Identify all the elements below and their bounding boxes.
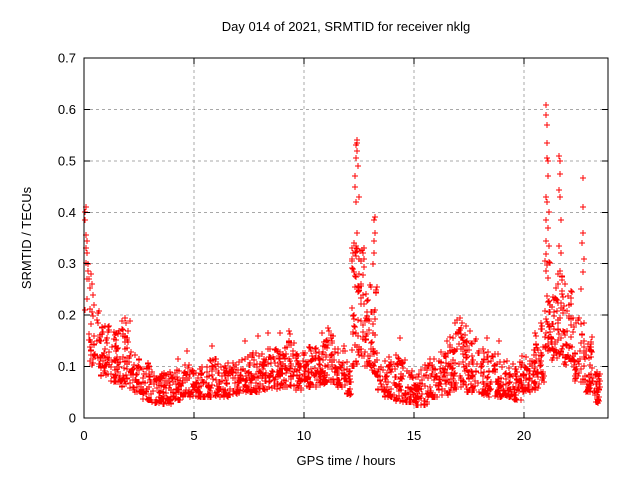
y-tick-label: 0.4 [58, 205, 76, 220]
x-tick-label: 20 [517, 428, 531, 443]
x-axis-label: GPS time / hours [297, 453, 396, 468]
x-tick-label: 0 [80, 428, 87, 443]
y-tick-label: 0.5 [58, 153, 76, 168]
y-tick-label: 0.7 [58, 51, 76, 66]
plus-markers [82, 102, 603, 408]
x-tick-label: 15 [407, 428, 421, 443]
y-tick-label: 0.6 [58, 102, 76, 117]
scatter-points [82, 102, 603, 408]
chart-title: Day 014 of 2021, SRMTID for receiver nkl… [222, 19, 471, 34]
x-tick-label: 5 [190, 428, 197, 443]
tick-labels: 0 5 10 15 20 0 0.1 0.2 0.3 0.4 0.5 0.6 0.7 [58, 51, 531, 444]
y-tick-label: 0 [69, 411, 76, 426]
y-axis-label: SRMTID / TECUs [19, 186, 34, 289]
axis-ticks [83, 57, 608, 419]
y-tick-label: 0.3 [58, 256, 76, 271]
y-tick-label: 0.1 [58, 359, 76, 374]
y-tick-label: 0.2 [58, 308, 76, 323]
plot-border [83, 57, 609, 419]
x-tick-label: 10 [297, 428, 311, 443]
